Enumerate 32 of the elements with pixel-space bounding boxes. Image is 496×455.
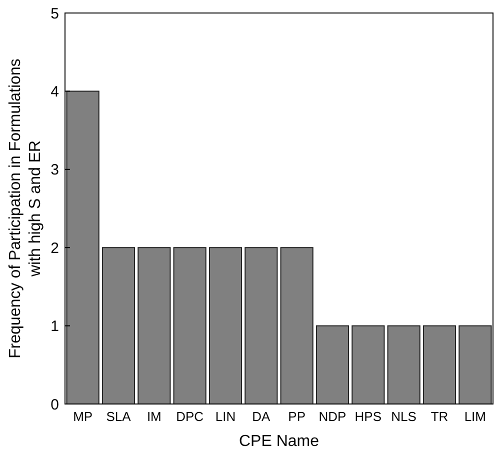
bar [138,247,171,404]
x-tick-label: DA [252,409,271,424]
bar [208,247,242,404]
bar [244,247,278,404]
x-tick-label: IM [146,409,162,424]
bar [352,325,385,404]
x-tick-label: DPC [176,409,204,424]
x-tick-label: LIN [215,409,236,424]
x-tick-label: HPS [354,409,382,424]
y-tick-label: 5 [50,5,59,22]
x-tick-label: TR [430,409,448,424]
x-tick-label: PP [288,409,306,424]
bar [66,90,100,404]
y-axis-title: Frequency of Participation in Formulations with high S and ER [7,58,44,358]
x-tick-label: NDP [318,409,346,424]
x-tick-label: SLA [106,409,132,424]
y-tick-label: 4 [50,83,59,100]
x-axis-title: CPE Name [238,433,320,450]
x-tick-label: NLS [391,409,417,424]
x-tick-label: LIM [464,409,486,424]
y-tick-label: 1 [50,318,59,336]
bar [173,247,206,404]
y-tick-label: 3 [50,162,59,179]
bar [387,325,420,404]
y-tick-label: 0 [50,396,59,414]
bar [280,247,314,404]
bar [102,247,136,404]
x-tick-label: MP [73,409,93,424]
bar [458,325,492,404]
bar [422,325,456,404]
y-tick-label: 2 [50,240,59,257]
bar [316,325,350,404]
